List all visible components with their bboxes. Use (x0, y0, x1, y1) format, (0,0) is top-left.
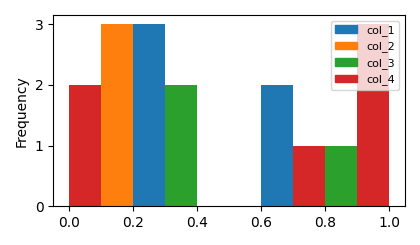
Bar (165, 85, 197, 206)
Bar (325, 146, 357, 206)
Bar (133, 146, 165, 206)
Bar (101, 24, 133, 206)
Bar (293, 146, 325, 206)
Bar (261, 85, 293, 206)
Bar (357, 24, 389, 206)
Bar (325, 146, 357, 206)
Bar (69, 85, 101, 206)
Bar (101, 146, 133, 206)
Legend: col_1, col_2, col_3, col_4: col_1, col_2, col_3, col_4 (331, 21, 399, 90)
Y-axis label: Frequency: Frequency (15, 75, 29, 147)
Bar (133, 24, 165, 206)
